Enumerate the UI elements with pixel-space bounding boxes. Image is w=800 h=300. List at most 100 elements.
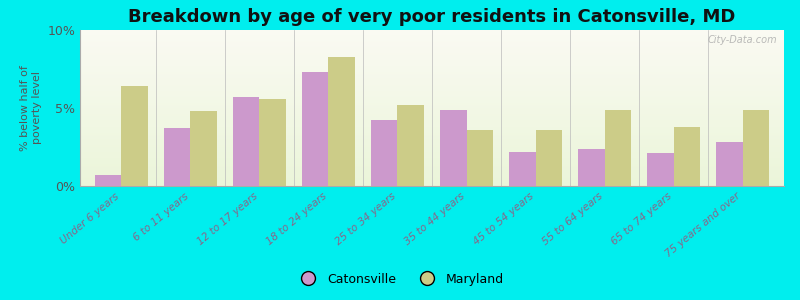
Bar xyxy=(80,158,784,160)
Bar xyxy=(80,77,784,78)
Bar xyxy=(80,64,784,66)
Bar xyxy=(80,56,784,58)
Bar xyxy=(80,175,784,177)
Bar xyxy=(80,60,784,61)
Bar xyxy=(80,92,784,94)
Bar xyxy=(80,75,784,77)
Bar xyxy=(80,142,784,144)
Bar xyxy=(80,155,784,156)
Bar xyxy=(80,30,784,31)
Bar xyxy=(80,83,784,85)
Bar xyxy=(80,41,784,43)
Bar xyxy=(80,72,784,74)
Bar xyxy=(80,121,784,122)
Bar xyxy=(742,110,769,186)
Bar xyxy=(80,184,784,186)
Bar xyxy=(80,136,784,138)
Bar xyxy=(80,130,784,131)
Bar xyxy=(80,97,784,99)
Bar xyxy=(190,111,217,186)
Bar xyxy=(535,130,562,186)
Bar xyxy=(80,99,784,100)
Bar xyxy=(80,152,784,153)
Bar xyxy=(80,141,784,142)
Bar xyxy=(80,44,784,46)
Bar xyxy=(80,52,784,53)
Bar xyxy=(80,114,784,116)
Bar xyxy=(398,105,424,186)
Bar xyxy=(80,46,784,47)
Bar xyxy=(234,97,259,186)
Bar xyxy=(80,164,784,166)
Bar xyxy=(329,56,354,186)
Bar xyxy=(80,127,784,128)
Y-axis label: % below half of
poverty level: % below half of poverty level xyxy=(20,65,42,151)
Bar xyxy=(80,153,784,155)
Bar xyxy=(80,163,784,164)
Bar xyxy=(466,130,493,186)
Bar xyxy=(716,142,742,186)
Bar xyxy=(80,58,784,60)
Bar xyxy=(80,124,784,125)
Bar xyxy=(80,183,784,184)
Bar xyxy=(80,88,784,89)
Bar xyxy=(80,91,784,92)
Bar xyxy=(80,102,784,103)
Bar xyxy=(80,133,784,134)
Bar xyxy=(80,170,784,172)
Bar xyxy=(80,134,784,136)
Bar xyxy=(80,139,784,141)
Bar xyxy=(80,167,784,169)
Bar xyxy=(80,70,784,72)
Bar xyxy=(80,105,784,106)
Bar xyxy=(80,69,784,70)
Bar xyxy=(80,147,784,148)
Bar xyxy=(80,131,784,133)
Bar xyxy=(80,128,784,130)
Bar xyxy=(80,78,784,80)
Bar xyxy=(80,169,784,170)
Bar xyxy=(80,82,784,83)
Bar xyxy=(80,61,784,63)
Bar xyxy=(674,127,700,186)
Bar xyxy=(80,180,784,181)
Bar xyxy=(80,117,784,119)
Bar xyxy=(80,103,784,105)
Bar xyxy=(371,121,398,186)
Bar xyxy=(302,72,329,186)
Text: City-Data.com: City-Data.com xyxy=(707,35,777,45)
Bar xyxy=(80,47,784,49)
Bar xyxy=(80,181,784,183)
Bar xyxy=(80,172,784,173)
Bar xyxy=(80,32,784,33)
Bar xyxy=(80,89,784,91)
Legend: Catonsville, Maryland: Catonsville, Maryland xyxy=(291,268,509,291)
Bar xyxy=(440,110,466,186)
Bar xyxy=(80,74,784,75)
Bar xyxy=(80,66,784,68)
Bar xyxy=(80,166,784,167)
Bar xyxy=(80,146,784,147)
Bar xyxy=(80,113,784,114)
Bar xyxy=(80,122,784,124)
Bar xyxy=(80,43,784,44)
Bar xyxy=(80,53,784,55)
Bar xyxy=(95,175,122,186)
Bar xyxy=(80,80,784,82)
Bar xyxy=(80,156,784,158)
Bar xyxy=(605,110,630,186)
Bar xyxy=(259,99,286,186)
Bar xyxy=(80,110,784,111)
Bar xyxy=(80,100,784,102)
Bar xyxy=(80,119,784,121)
Bar xyxy=(80,177,784,178)
Bar xyxy=(80,55,784,56)
Bar xyxy=(80,108,784,110)
Bar xyxy=(80,125,784,127)
Bar xyxy=(80,36,784,38)
Title: Breakdown by age of very poor residents in Catonsville, MD: Breakdown by age of very poor residents … xyxy=(128,8,736,26)
Bar xyxy=(80,94,784,95)
Bar xyxy=(80,150,784,152)
Bar xyxy=(80,106,784,108)
Bar xyxy=(578,148,605,186)
